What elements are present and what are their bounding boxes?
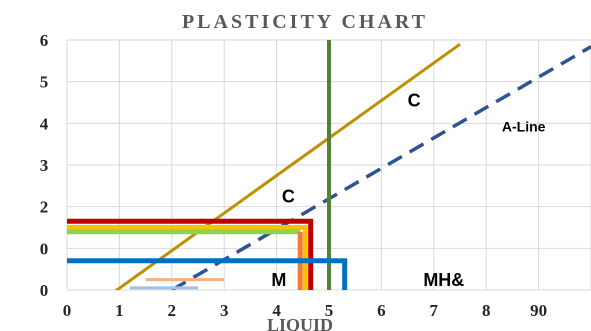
annotation-2: C — [282, 187, 295, 207]
annotation-4: MH& — [423, 270, 464, 290]
y-tick-label: 0 — [40, 281, 49, 300]
annotation-5: CL — [167, 287, 183, 301]
y-tick-label: 4 — [40, 114, 49, 133]
boundary-line-7 — [67, 258, 348, 290]
annotation-1: C — [408, 91, 421, 111]
x-tick-label: 0 — [63, 301, 72, 320]
x-tick-label: 7 — [430, 301, 439, 320]
x-axis-title: LIQUID — [267, 315, 333, 331]
x-tick-label: 6 — [377, 301, 386, 320]
x-tick-label: 4 — [272, 301, 281, 320]
y-tick-label: 2 — [40, 198, 49, 217]
boundary-line-3 — [67, 218, 314, 290]
annotation-0: A-Line — [502, 119, 546, 135]
annotation-layer: A-Line C C M MH&CL — [167, 91, 546, 301]
x-axis-ticks: 0 1 2 3 4 5 6 7 8 90 — [63, 301, 547, 320]
boundary-line-4 — [67, 225, 308, 290]
annotation-3: M — [271, 270, 286, 290]
y-tick-label: 3 — [40, 156, 49, 175]
boundary-line-1 — [114, 42, 461, 290]
y-tick-label: 5 — [40, 73, 49, 92]
series-layer — [67, 40, 591, 290]
x-tick-label: 3 — [220, 301, 229, 320]
x-tick-label: 90 — [530, 301, 547, 320]
x-tick-label: 5 — [325, 301, 334, 320]
x-tick-label: 8 — [482, 301, 491, 320]
y-tick-label: 0 — [40, 239, 49, 258]
y-tick-label: 6 — [40, 31, 49, 50]
x-tick-label: 1 — [115, 301, 124, 320]
y-axis-ticks: 0 0 2 3 4 5 6 — [40, 31, 49, 300]
chart-title: PLASTICITY CHART — [182, 11, 428, 33]
x-tick-label: 2 — [168, 301, 177, 320]
a-line-line-0 — [170, 45, 591, 290]
